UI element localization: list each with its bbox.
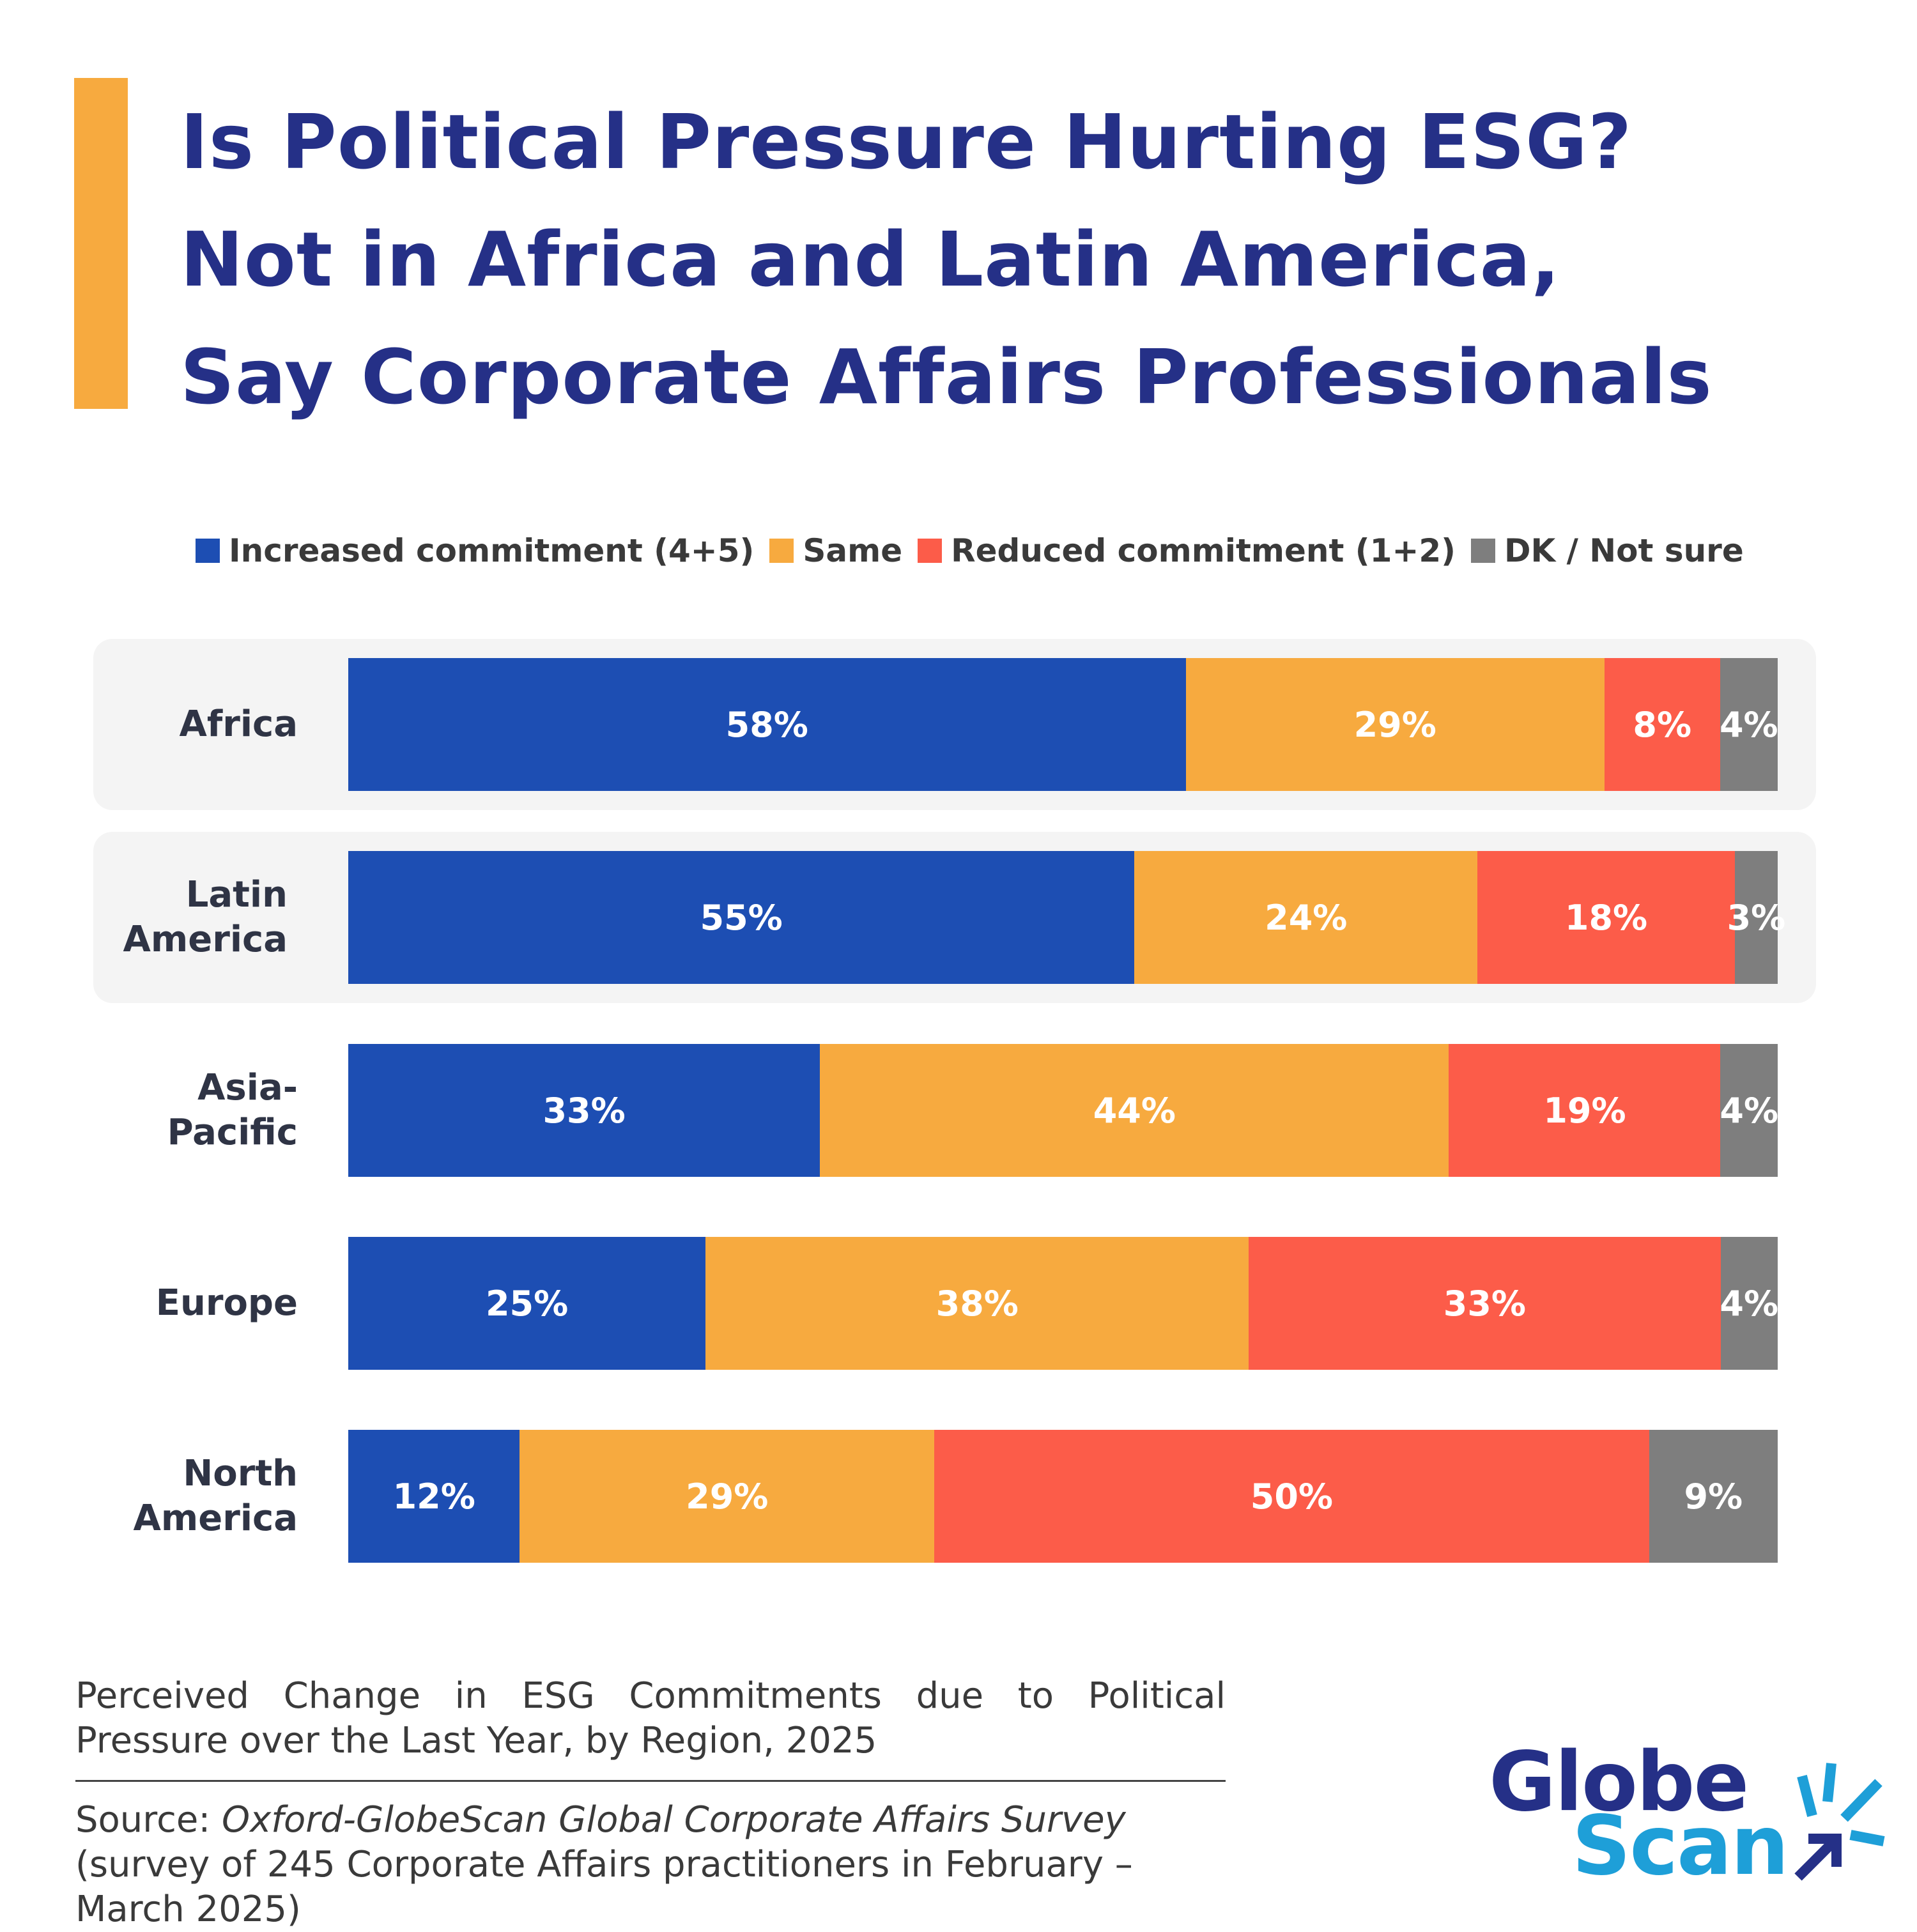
legend-swatch [196,539,220,563]
legend-swatch [769,539,794,563]
bar-segment-europe-reduced-commitment-1-2: 33% [1249,1237,1721,1370]
bar-segment-africa-increased-commitment-4-5: 58% [348,658,1186,791]
bar-segment-asia-pacific-same: 44% [820,1044,1449,1177]
bar-segment-africa-dk-not-sure: 4% [1720,658,1778,791]
bar-segment-asia-pacific-increased-commitment-4-5: 33% [348,1044,820,1177]
region-label-line: North [183,1453,298,1494]
chart-subtitle: Perceived Change in ESG Commitments due … [75,1675,1226,1761]
bar-row-latin-america: 55% 24% 18% 3% [348,851,1785,984]
region-label-line: Africa [179,703,298,745]
legend-item-same: Same [769,532,902,569]
region-label-latin-america: Latin America [19,873,288,962]
bar-segment-north-america-increased-commitment-4-5: 12% [348,1430,520,1563]
bar-segment-latin-america-increased-commitment-4-5: 55% [348,851,1135,984]
title-line-3: Say Corporate Affairs Professionals [180,333,1713,421]
bar-segment-north-america-dk-not-sure: 9% [1649,1430,1778,1563]
bar-segment-africa-same: 29% [1185,658,1605,791]
legend-item-dk-not-sure: DK / Not sure [1470,532,1744,569]
region-label-line: Latin [185,874,288,916]
source-note: Source: Oxford-GlobeScan Global Corporat… [75,1798,1245,1932]
bar-segment-asia-pacific-reduced-commitment-1-2: 19% [1449,1044,1721,1177]
region-label-europe: Europe [29,1281,298,1326]
bar-segment-asia-pacific-dk-not-sure: 4% [1720,1044,1778,1177]
globescan-logo: Globe Scan [1489,1735,1885,1894]
bar-row-africa: 58% 29% 8% 4% [348,658,1778,791]
bar-row-north-america: 12% 29% 50% 9% [348,1430,1778,1563]
legend-swatch [918,539,943,563]
title-accent-bar [74,78,128,409]
region-label-north-america: North America [29,1452,298,1541]
bar-row-europe: 25% 38% 33% 4% [348,1237,1778,1370]
source-survey-name: Oxford-GlobeScan Global Corporate Affair… [222,1799,1126,1841]
bar-segment-latin-america-dk-not-sure: 3% [1727,851,1785,984]
bar-segment-latin-america-reduced-commitment-1-2: 18% [1477,851,1735,984]
region-label-line: Europe [155,1282,298,1324]
footer-divider [75,1780,1226,1782]
bar-segment-north-america-reduced-commitment-1-2: 50% [934,1430,1649,1563]
region-label-line: Asia- [197,1067,298,1108]
region-label-line: Pacific [167,1112,298,1153]
chart-title: Is Political Pressure Hurting ESG? Not i… [180,83,1880,436]
bar-segment-latin-america-same: 24% [1134,851,1478,984]
title-line-1: Is Political Pressure Hurting ESG? [180,98,1633,186]
region-label-line: America [123,919,288,960]
legend-label: Same [803,532,903,569]
legend-label: DK / Not sure [1504,532,1744,569]
legend-swatch [1470,539,1495,563]
bar-row-asia-pacific: 33% 44% 19% 4% [348,1044,1778,1177]
logo-scan-text: Scan [1572,1798,1789,1894]
title-line-2: Not in Africa and Latin America, [180,215,1561,303]
source-suffix: (survey of 245 Corporate Affairs practit… [75,1844,1133,1930]
logo-globe-text: Globe [1489,1735,1749,1830]
legend-label: Increased commitment (4+5) [229,532,755,569]
bar-segment-europe-dk-not-sure: 4% [1720,1237,1778,1370]
globescan-burst-icon [1794,1763,1885,1881]
legend-item-increased-commitment-4-5: Increased commitment (4+5) [196,532,754,569]
legend-item-reduced-commitment-1-2: Reduced commitment (1+2) [918,532,1456,569]
bar-segment-europe-increased-commitment-4-5: 25% [348,1237,706,1370]
bar-segment-africa-reduced-commitment-1-2: 8% [1604,658,1720,791]
bar-segment-north-america-same: 29% [520,1430,935,1563]
chart-legend: Increased commitment (4+5) Same Reduced co… [196,532,1759,570]
region-label-line: America [133,1498,298,1539]
legend-label: Reduced commitment (1+2) [951,532,1456,569]
region-label-africa: Africa [29,702,298,747]
bar-segment-europe-same: 38% [705,1237,1249,1370]
source-prefix: Source: [75,1799,222,1841]
region-label-asia-pacific: Asia- Pacific [29,1066,298,1155]
